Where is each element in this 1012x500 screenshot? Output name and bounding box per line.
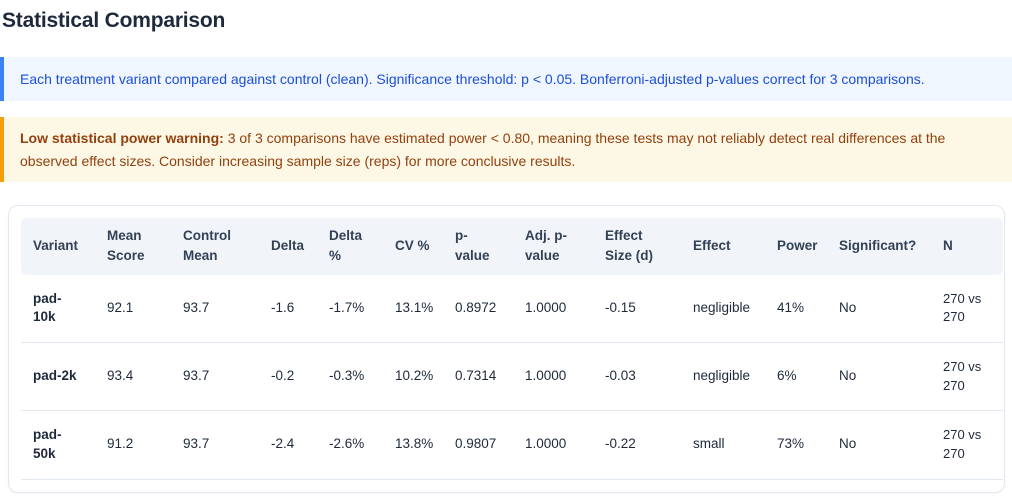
column-header-delta_pct: Delta %: [317, 218, 383, 275]
warning-banner-text: 3 of 3 comparisons have estimated power …: [20, 130, 946, 169]
cell-p_value: 0.7314: [443, 342, 513, 411]
cell-effect_size_d: -0.22: [593, 410, 681, 480]
column-header-p_value: p-value: [443, 218, 513, 275]
info-banner-text: Each treatment variant compared against …: [20, 71, 925, 87]
cell-significant: No: [827, 274, 931, 344]
page-title: Statistical Comparison: [2, 9, 226, 32]
cell-delta_pct: -2.6%: [317, 410, 383, 480]
cell-variant: pad-10k: [21, 274, 95, 344]
cell-significant: No: [827, 410, 931, 480]
cell-effect: small: [681, 410, 765, 480]
cell-cv_pct: 13.8%: [383, 410, 443, 480]
cell-mean_score: 93.4: [95, 342, 171, 411]
comparison-table: Variant Mean Score Control Mean Delta Delta …: [21, 218, 1003, 480]
cell-effect: negligible: [681, 342, 765, 411]
column-header-effect_size_d: Effect Size (d): [593, 218, 681, 275]
cell-delta: -2.4: [259, 410, 317, 480]
cell-n: 270 vs 270: [931, 274, 1003, 344]
cell-power: 6%: [765, 342, 827, 411]
cell-effect_size_d: -0.03: [593, 342, 681, 411]
cell-n: 270 vs 270: [931, 410, 1003, 480]
cell-cv_pct: 10.2%: [383, 342, 443, 411]
column-header-control_mean: Control Mean: [171, 218, 259, 275]
cell-cv_pct: 13.1%: [383, 274, 443, 344]
cell-p_value: 0.8972: [443, 274, 513, 344]
cell-delta_pct: -0.3%: [317, 342, 383, 411]
cell-adj_p_value: 1.0000: [513, 410, 593, 480]
cell-effect: negligible: [681, 274, 765, 344]
cell-n: 270 vs 270: [931, 342, 1003, 411]
comparison-table-card: Variant Mean Score Control Mean Delta Delta …: [8, 205, 1005, 493]
cell-delta: -1.6: [259, 274, 317, 344]
column-header-effect: Effect: [681, 218, 765, 275]
column-header-significant: Significant?: [827, 218, 931, 275]
cell-delta: -0.2: [259, 342, 317, 411]
cell-mean_score: 91.2: [95, 410, 171, 480]
cell-control_mean: 93.7: [171, 274, 259, 344]
cell-delta_pct: -1.7%: [317, 274, 383, 344]
column-header-cv_pct: CV %: [383, 218, 443, 275]
table-row-pad-2k: pad-2k 93.4 93.7 -0.2 -0.3% 10.2% 0.7314 1.0000…: [21, 342, 1003, 411]
low-power-warning-banner: Low statistical power warning: 3 of 3 co…: [0, 117, 1012, 183]
info-banner: Each treatment variant compared against …: [0, 57, 1012, 102]
cell-variant: pad-50k: [21, 410, 95, 480]
cell-power: 73%: [765, 410, 827, 480]
cell-effect_size_d: -0.15: [593, 274, 681, 344]
cell-adj_p_value: 1.0000: [513, 342, 593, 411]
column-header-delta: Delta: [259, 218, 317, 275]
column-header-variant: Variant: [21, 218, 95, 275]
column-header-power: Power: [765, 218, 827, 275]
warning-banner-lead: Low statistical power warning:: [20, 130, 224, 147]
column-header-n: N: [931, 218, 1003, 275]
column-header-adj_p_value: Adj. p-value: [513, 218, 593, 275]
cell-p_value: 0.9807: [443, 410, 513, 480]
cell-control_mean: 93.7: [171, 410, 259, 480]
cell-control_mean: 93.7: [171, 342, 259, 411]
cell-significant: No: [827, 342, 931, 411]
cell-variant: pad-2k: [21, 342, 95, 411]
column-header-mean_score: Mean Score: [95, 218, 171, 275]
table-header-row: Variant Mean Score Control Mean Delta Delta …: [21, 218, 1003, 275]
cell-power: 41%: [765, 274, 827, 344]
table-row-pad-10k: pad-10k 92.1 93.7 -1.6 -1.7% 13.1% 0.8972 1.000…: [21, 274, 1003, 344]
table-row-pad-50k: pad-50k 91.2 93.7 -2.4 -2.6% 13.8% 0.9807 1.000…: [21, 410, 1003, 480]
cell-mean_score: 92.1: [95, 274, 171, 344]
cell-adj_p_value: 1.0000: [513, 274, 593, 344]
